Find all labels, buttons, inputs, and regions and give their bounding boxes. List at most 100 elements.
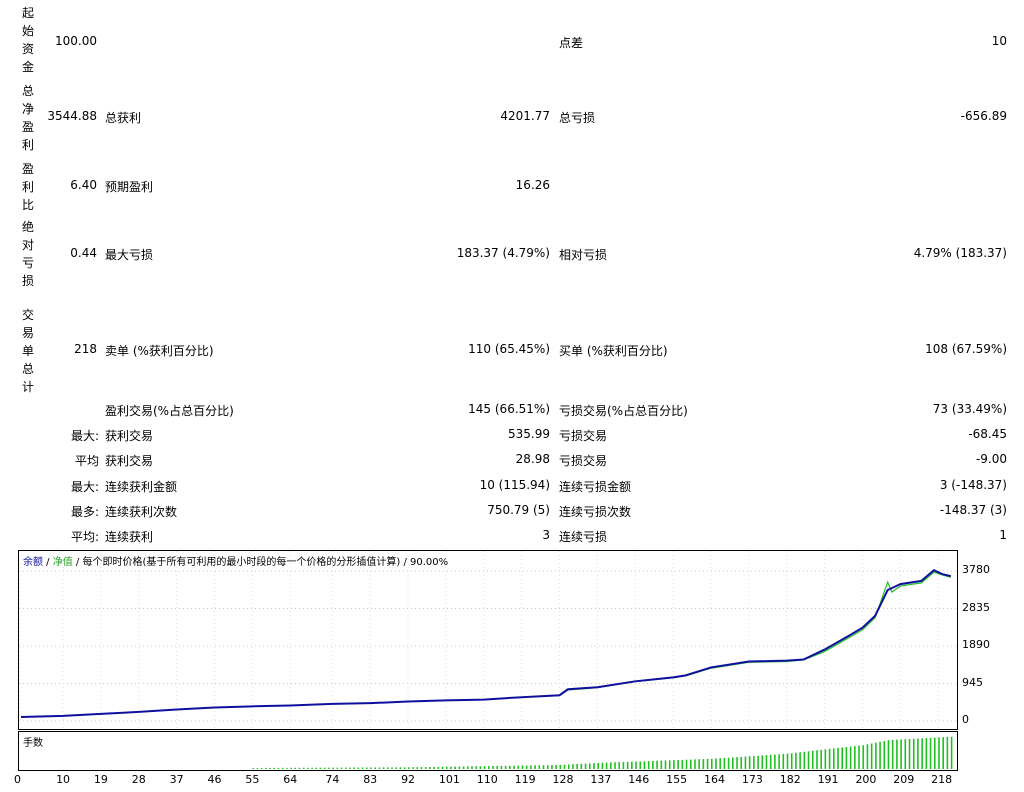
- volume-bar: [782, 753, 785, 769]
- volume-bar: [753, 755, 755, 769]
- metric-label: 最大亏损: [105, 248, 154, 262]
- row-label: 最多:: [70, 505, 99, 519]
- volume-bar: [685, 759, 688, 769]
- volume-bar: [832, 748, 835, 769]
- x-tick-label: 46: [207, 773, 222, 786]
- balance-chart-panel: 余额 / 净值 / 每个即时价格(基于所有可利用的最小时段的每一个价格的分形插值…: [18, 550, 958, 730]
- volume-bar: [361, 767, 364, 769]
- volume-bar: [883, 740, 886, 769]
- volume-bar: [517, 765, 520, 769]
- volume-bar: [500, 765, 503, 769]
- metric-value: 110 (65.45%): [468, 342, 550, 356]
- metric-value: 4201.77: [500, 109, 550, 123]
- metric-value: 108 (67.59%): [925, 342, 1007, 356]
- row-vertical-label: 盈利比: [21, 162, 34, 212]
- volume-bar: [315, 767, 318, 769]
- volume-bar: [622, 761, 625, 769]
- metric-value: -656.89: [960, 109, 1007, 123]
- volume-bar: [378, 767, 381, 769]
- x-tick-label: 55: [245, 773, 260, 786]
- volume-bar: [437, 766, 440, 769]
- metric-label: 预期盈利: [105, 180, 154, 194]
- metric-value: 1: [999, 528, 1007, 542]
- volume-bar: [841, 747, 844, 769]
- volume-bar: [488, 766, 490, 769]
- volume-bar: [761, 755, 764, 769]
- volume-panel: 手数: [18, 731, 958, 771]
- metric-value: -148.37 (3): [939, 503, 1007, 517]
- volume-bar: [555, 764, 557, 769]
- metric-value: 3: [542, 528, 550, 542]
- volume-bar: [719, 758, 721, 769]
- metric-label: 盈利交易(%占总百分比): [105, 404, 234, 418]
- volume-bar: [858, 745, 860, 769]
- volume-bar: [496, 765, 499, 769]
- volume-bar: [521, 765, 524, 769]
- volume-bar: [265, 767, 267, 769]
- volume-bar: [538, 765, 541, 769]
- volume-bar: [908, 738, 911, 769]
- volume-bar: [290, 767, 292, 769]
- x-tick-label: 128: [552, 773, 574, 786]
- volume-bar: [445, 766, 448, 769]
- volume-bar: [441, 766, 444, 769]
- volume-bar: [336, 767, 339, 769]
- y-tick-label: 3780: [962, 563, 990, 576]
- volume-bar: [790, 753, 793, 769]
- metric-label: 卖单 (%获利百分比): [105, 344, 214, 358]
- volume-bar: [269, 767, 271, 769]
- volume-bar: [340, 767, 343, 769]
- metric-label: 总亏损: [559, 111, 596, 125]
- volume-bar: [921, 738, 923, 769]
- volume-bar: [887, 740, 890, 769]
- volume-bar: [458, 766, 461, 769]
- volume-bar: [319, 767, 322, 769]
- volume-bar: [424, 767, 427, 769]
- volume-bar: [551, 765, 553, 769]
- balance-line: [20, 569, 952, 719]
- volume-bar: [260, 767, 263, 769]
- volume-bar: [395, 767, 398, 769]
- metric-label: 连续获利: [105, 530, 154, 544]
- volume-bar: [732, 757, 734, 769]
- volume-bar: [576, 764, 578, 769]
- volume-bar: [929, 737, 932, 769]
- volume-bar: [681, 759, 684, 769]
- volume-bar: [601, 762, 604, 769]
- volume-bar: [462, 766, 465, 769]
- x-tick-label: 19: [93, 773, 108, 786]
- volume-bar: [433, 766, 435, 769]
- volume-bar: [807, 751, 810, 769]
- volume-bar: [281, 767, 284, 769]
- volume-bar: [795, 752, 797, 769]
- row-vertical-label: 起始资金: [21, 6, 34, 74]
- metric-value: 73 (33.49%): [932, 402, 1007, 416]
- volume-bar: [277, 767, 280, 769]
- row-label: 最大:: [70, 429, 99, 443]
- row-vertical-label: 总净盈利: [21, 84, 34, 152]
- volume-bar: [631, 761, 633, 769]
- x-tick-label: 92: [401, 773, 416, 786]
- volume-bar: [950, 736, 953, 769]
- x-tick-label: 164: [703, 773, 725, 786]
- x-tick-label: 137: [590, 773, 612, 786]
- volume-bar: [252, 767, 254, 769]
- metric-value: -68.45: [968, 427, 1007, 441]
- volume-bar: [546, 765, 549, 769]
- volume-bar: [610, 762, 612, 769]
- volume-bar: [635, 761, 637, 769]
- volume-bar: [845, 747, 848, 769]
- volume-bar: [643, 761, 646, 769]
- x-tick-label: 83: [363, 773, 378, 786]
- volume-bar: [483, 766, 486, 769]
- volume-bar: [866, 744, 869, 769]
- x-tick-label: 64: [283, 773, 298, 786]
- metric-label: 相对亏损: [559, 248, 608, 262]
- chart-legend: 余额 / 净值 / 每个即时价格(基于所有可利用的最小时段的每一个价格的分形插值…: [23, 553, 448, 568]
- volume-bar: [357, 767, 360, 769]
- equity-line: [20, 571, 951, 718]
- metric-value: 3 (-148.37): [939, 478, 1007, 492]
- row-vertical-label: 交易单总计: [21, 308, 34, 394]
- volume-bar: [412, 767, 414, 769]
- volume-bar: [294, 767, 297, 769]
